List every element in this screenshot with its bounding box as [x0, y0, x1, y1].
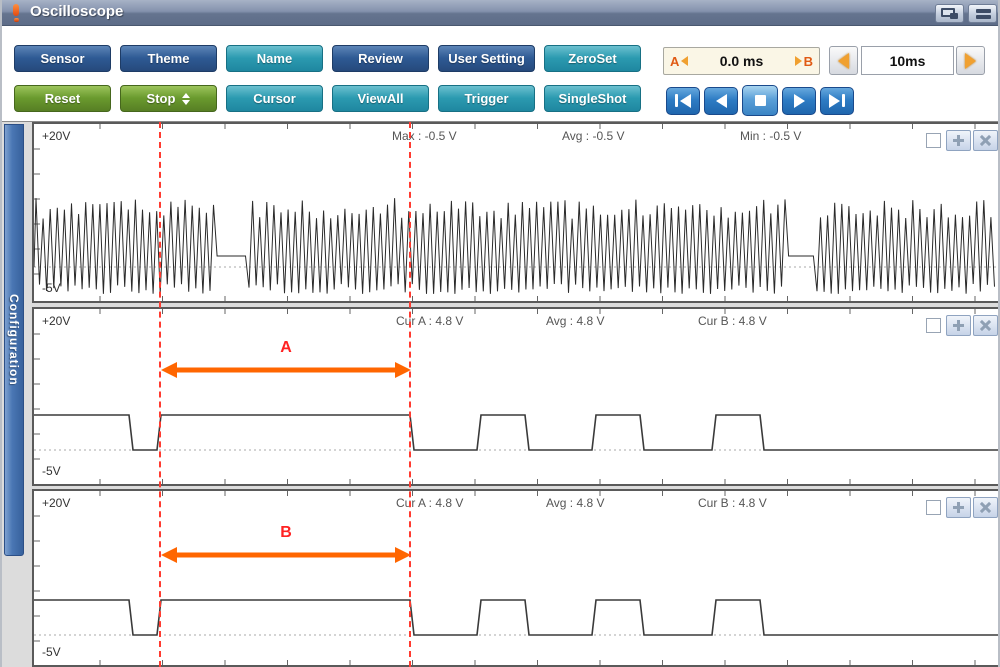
timebase-increase-button[interactable] [956, 46, 985, 75]
button-label: Name [256, 51, 293, 66]
app-icon [10, 4, 21, 22]
channel-checkbox[interactable] [926, 133, 941, 148]
scale-top-label: +20V [42, 314, 71, 328]
timebase-value: 10ms [861, 46, 954, 75]
add-channel-button[interactable] [946, 315, 971, 336]
button-label: SingleShot [558, 91, 627, 106]
playback-stop-button[interactable] [742, 85, 778, 116]
button-label: Review [358, 51, 403, 66]
marker-label-a: A [280, 339, 292, 356]
toolbar-button-sensor[interactable]: Sensor [14, 45, 111, 72]
stat-min: Min : -0.5 V [740, 129, 802, 143]
window-title: Oscilloscope [30, 3, 124, 20]
cursor-b-label: B [803, 53, 813, 69]
scale-bottom-label: -5V [42, 464, 61, 478]
button-label: User Setting [448, 51, 525, 66]
toolbar-button-viewall[interactable]: ViewAll [332, 85, 429, 112]
step-back-icon [715, 93, 727, 108]
close-icon [979, 139, 992, 142]
toolbar-row-2: Reset Stop Cursor ViewAll Trigger SingleShot [14, 85, 641, 112]
stat-avg: Avg : 4.8 V [546, 496, 605, 510]
stop-spinner-icon [182, 92, 191, 105]
close-channel-button[interactable] [973, 315, 998, 336]
playback-controls [666, 85, 854, 116]
scale-top-label: +20V [42, 129, 71, 143]
stat-avg: Avg : 4.8 V [546, 314, 605, 328]
plus-icon [953, 320, 964, 331]
button-label: Cursor [253, 91, 296, 106]
waveform-plot [34, 124, 998, 301]
stop-icon [754, 95, 766, 106]
button-label: Stop [146, 91, 176, 106]
toolbar-button-reset[interactable]: Reset [14, 85, 111, 112]
button-label: ViewAll [357, 91, 404, 106]
stat-avg: Avg : -0.5 V [562, 129, 625, 143]
sidebar-tab-configuration[interactable]: Configuration [4, 124, 24, 556]
stat-cur-b: Cur B : 4.8 V [698, 496, 767, 510]
channel-panel-3: +20V -5V Cur A : 4.8 V Avg : 4.8 V Cur B :… [32, 489, 998, 667]
stat-cur-b: Cur B : 4.8 V [698, 314, 767, 328]
button-label: Theme [147, 51, 190, 66]
close-icon [979, 324, 992, 327]
playback-play-button[interactable] [782, 86, 816, 115]
cursor-delta-value: 0.0 ms [719, 53, 764, 69]
button-label: Sensor [40, 51, 85, 66]
stat-max: Max : -0.5 V [392, 129, 457, 143]
channel-panel-1: +20V -5V Max : -0.5 V Avg : -0.5 V Min : -… [32, 122, 998, 303]
stat-cur-a: Cur A : 4.8 V [396, 496, 464, 510]
marker-label-b: B [280, 524, 292, 541]
titlebar: Oscilloscope [2, 0, 998, 26]
sidebar-tab-label: Configuration [7, 294, 21, 386]
skip-end-icon [829, 93, 845, 108]
waveform-plot [34, 309, 998, 484]
toolbar-button-zeroset[interactable]: ZeroSet [544, 45, 641, 72]
cursor-b-arrow-icon[interactable] [794, 56, 802, 66]
playback-skip-end-button[interactable] [820, 86, 854, 115]
scale-bottom-label: -5V [42, 281, 61, 295]
play-icon [793, 93, 805, 108]
scale-top-label: +20V [42, 496, 71, 510]
toolbar: Sensor Theme Name Review User Setting ZeroSet… [2, 26, 998, 121]
toolbar-button-stop[interactable]: Stop [120, 85, 217, 112]
button-label: Trigger [464, 91, 509, 106]
toolbar-button-user-setting[interactable]: User Setting [438, 45, 535, 72]
button-label: ZeroSet [568, 51, 617, 66]
channel-checkbox[interactable] [926, 318, 941, 333]
toolbar-button-theme[interactable]: Theme [120, 45, 217, 72]
time-cursor-a[interactable] [159, 122, 161, 667]
add-channel-button[interactable] [946, 497, 971, 518]
right-arrow-icon [965, 52, 976, 69]
toolbar-button-review[interactable]: Review [332, 45, 429, 72]
window-capture-icon[interactable] [935, 4, 964, 23]
toolbar-button-singleshot[interactable]: SingleShot [544, 85, 641, 112]
left-arrow-icon [838, 52, 849, 69]
skip-start-icon [675, 93, 691, 108]
plus-icon [953, 135, 964, 146]
cursor-a-label: A [670, 53, 680, 69]
time-cursor-b[interactable] [409, 122, 411, 667]
playback-step-back-button[interactable] [704, 86, 738, 115]
toolbar-button-name[interactable]: Name [226, 45, 323, 72]
close-channel-button[interactable] [973, 130, 998, 151]
channel-checkbox[interactable] [926, 500, 941, 515]
plus-icon [953, 502, 964, 513]
cursor-a-arrow-icon[interactable] [681, 56, 689, 66]
add-channel-button[interactable] [946, 130, 971, 151]
window-layout-icon[interactable] [968, 4, 997, 23]
channel-panel-2: +20V -5V Cur A : 4.8 V Avg : 4.8 V Cur B :… [32, 307, 998, 486]
playback-skip-start-button[interactable] [666, 86, 700, 115]
toolbar-button-cursor[interactable]: Cursor [226, 85, 323, 112]
close-icon [979, 506, 992, 509]
waveform-plot [34, 491, 998, 665]
scale-bottom-label: -5V [42, 645, 61, 659]
toolbar-button-trigger[interactable]: Trigger [438, 85, 535, 112]
button-label: Reset [44, 91, 81, 106]
stat-cur-a: Cur A : 4.8 V [396, 314, 464, 328]
toolbar-row-1: Sensor Theme Name Review User Setting ZeroSet [14, 45, 641, 72]
timebase-decrease-button[interactable] [829, 46, 858, 75]
cursor-ab-readout: A 0.0 ms B [663, 47, 820, 75]
close-channel-button[interactable] [973, 497, 998, 518]
